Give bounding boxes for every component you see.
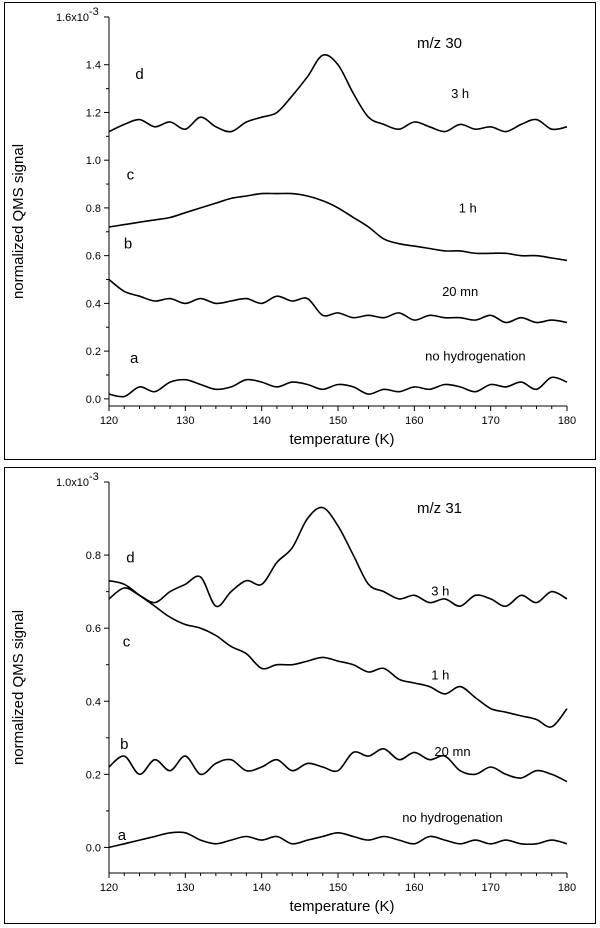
y-tick-label: 0.4 — [86, 696, 101, 708]
series-line-c — [108, 579, 568, 728]
chart-panel-mz31: 0.0 0.2 0.4 0.6 0.8 1.0x10 -3 120 130 140 150 160 17… — [4, 467, 596, 924]
series-line-d — [108, 506, 568, 608]
y-tick-label: 0.6 — [86, 251, 101, 263]
x-tick-label: 120 — [100, 882, 118, 894]
mz-label: m/z 30 — [417, 35, 462, 52]
x-tick-label: 160 — [405, 415, 423, 427]
mz-label: m/z 31 — [417, 500, 462, 517]
chart-panel-mz30: 0.0 0.2 0.4 0.6 0.8 1.0 1.2 1.4 1.6x10 -3 120 130 14… — [4, 2, 596, 460]
x-tick-label: 150 — [329, 415, 347, 427]
y-exponent-label: 1.0x10 — [56, 477, 89, 489]
curve-time-a: no hydrogenation — [402, 810, 502, 825]
curve-letter-d: d — [126, 549, 134, 566]
curve-letter-a: a — [130, 350, 139, 367]
x-tick-label: 130 — [176, 882, 194, 894]
x-tick-label: 160 — [405, 882, 423, 894]
y-tick-label: 0.2 — [86, 769, 101, 781]
curve-time-d: 3 h — [451, 86, 469, 101]
x-axis-title: temperature (K) — [289, 898, 394, 915]
series-line-a — [108, 831, 568, 849]
curve-time-c: 1 h — [431, 667, 449, 682]
curve-time-b: 20 mn — [442, 284, 478, 299]
x-axis-title: temperature (K) — [289, 431, 394, 448]
curve-letter-b: b — [124, 235, 132, 252]
x-tick-label: 170 — [481, 882, 499, 894]
y-exponent-power: -3 — [89, 471, 99, 483]
y-tick-label: 0.2 — [86, 346, 101, 358]
y-tick-label: 0.8 — [86, 550, 101, 562]
chart-mz31: 0.0 0.2 0.4 0.6 0.8 1.0x10 -3 120 130 140 150 160 17… — [10, 471, 576, 915]
y-tick-label: 0.6 — [86, 623, 101, 635]
y-axis-title: normalized QMS signal — [10, 144, 27, 299]
y-exponent-label: 1.6x10 — [56, 12, 89, 24]
y-axis-title: normalized QMS signal — [10, 610, 27, 765]
y-exponent-power: -3 — [89, 6, 99, 18]
y-tick-label: 1.0 — [86, 155, 101, 167]
series-line-c — [108, 192, 568, 262]
curve-letter-d: d — [135, 66, 143, 83]
x-tick-label: 170 — [481, 415, 499, 427]
curve-letter-b: b — [120, 736, 128, 753]
x-tick-label: 120 — [100, 415, 118, 427]
y-tick-label: 0.4 — [86, 298, 101, 310]
curve-letter-c: c — [123, 633, 131, 650]
series-line-b — [108, 747, 568, 783]
curve-letter-a: a — [118, 827, 127, 844]
x-tick-label: 180 — [558, 415, 576, 427]
x-tick-label: 140 — [252, 882, 270, 894]
series-line-d — [108, 53, 568, 133]
y-tick-label: 1.4 — [86, 60, 101, 72]
curve-time-a: no hydrogenation — [425, 349, 525, 364]
y-tick-label: 0.0 — [86, 842, 101, 854]
y-tick-label: 0.8 — [86, 203, 101, 215]
series-line-b — [108, 278, 568, 324]
x-tick-label: 140 — [252, 415, 270, 427]
curve-letter-c: c — [127, 166, 135, 183]
series-line-a — [108, 376, 568, 398]
curve-time-d: 3 h — [431, 583, 449, 598]
y-tick-label: 0.0 — [86, 394, 101, 406]
curve-time-b: 20 mn — [434, 744, 470, 759]
chart-mz30: 0.0 0.2 0.4 0.6 0.8 1.0 1.2 1.4 1.6x10 -3 120 130 14… — [10, 6, 576, 448]
x-tick-label: 130 — [176, 415, 194, 427]
x-tick-label: 180 — [558, 882, 576, 894]
x-tick-label: 150 — [329, 882, 347, 894]
curve-time-c: 1 h — [459, 201, 477, 216]
y-tick-label: 1.2 — [86, 107, 101, 119]
